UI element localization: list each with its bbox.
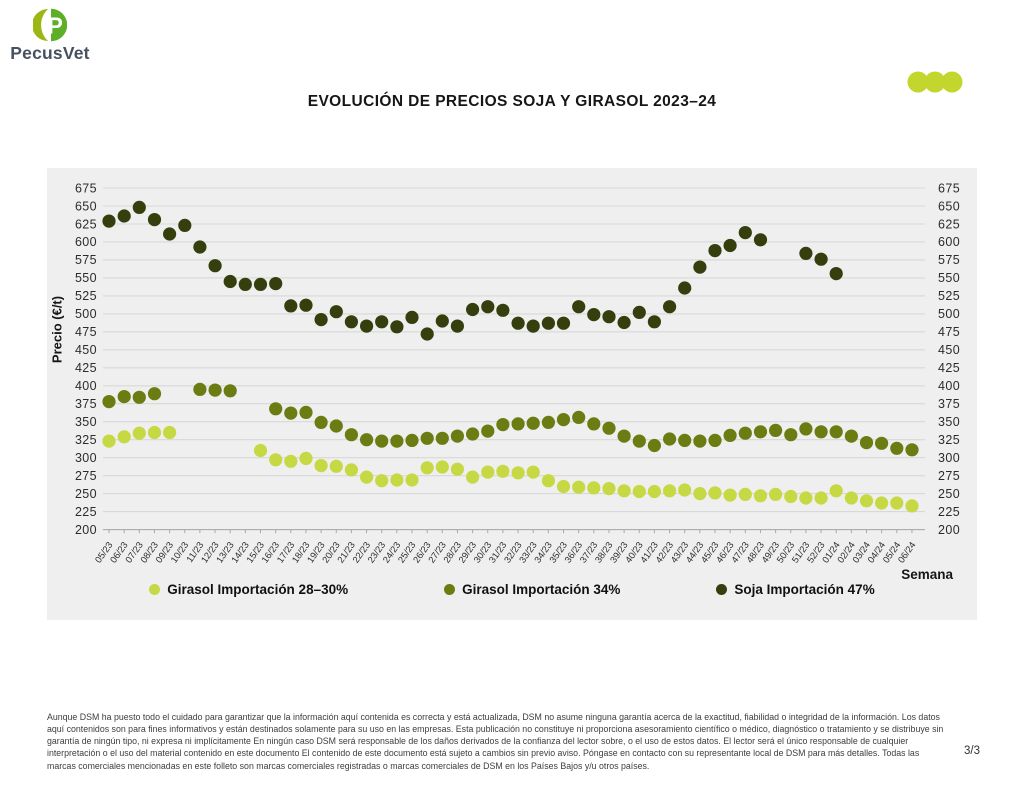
svg-text:425: 425 — [75, 361, 97, 375]
svg-text:375: 375 — [938, 397, 960, 411]
svg-text:350: 350 — [938, 415, 960, 429]
svg-text:650: 650 — [938, 199, 960, 213]
chart-legend: Girasol Importación 28–30% Girasol Import… — [47, 582, 977, 597]
svg-text:525: 525 — [938, 289, 960, 303]
svg-text:575: 575 — [938, 253, 960, 267]
svg-text:500: 500 — [75, 307, 97, 321]
svg-text:375: 375 — [75, 397, 97, 411]
svg-text:350: 350 — [75, 415, 97, 429]
svg-text:300: 300 — [938, 451, 960, 465]
svg-text:400: 400 — [75, 379, 97, 393]
svg-text:650: 650 — [75, 199, 97, 213]
svg-text:600: 600 — [75, 235, 97, 249]
svg-text:200: 200 — [75, 523, 97, 537]
svg-text:600: 600 — [938, 235, 960, 249]
svg-text:400: 400 — [938, 379, 960, 393]
svg-text:675: 675 — [938, 181, 960, 195]
svg-text:275: 275 — [938, 469, 960, 483]
svg-text:550: 550 — [75, 271, 97, 285]
legend-dot-icon — [444, 584, 456, 595]
pecusvet-logo: P PecusVet — [7, 8, 93, 64]
legend-item: Girasol Importación 28–30% — [149, 582, 348, 597]
price-chart-panel: 675 675 650 650 625 625 600 600 575 575 550 550 525 5… — [47, 168, 977, 620]
svg-text:475: 475 — [938, 325, 960, 339]
svg-text:625: 625 — [75, 217, 97, 231]
svg-text:450: 450 — [938, 343, 960, 357]
svg-text:575: 575 — [75, 253, 97, 267]
disclaimer-text: Aunque DSM ha puesto todo el cuidado par… — [47, 712, 944, 771]
pecusvet-logo-icon: P — [33, 8, 67, 42]
svg-text:325: 325 — [938, 433, 960, 447]
legend-dot-icon — [716, 584, 728, 595]
svg-text:275: 275 — [75, 469, 97, 483]
x-axis-title: Semana — [901, 567, 953, 582]
svg-text:550: 550 — [938, 271, 960, 285]
y-axis-title: Precio (€/t) — [49, 295, 65, 364]
svg-text:225: 225 — [938, 505, 960, 519]
price-scatter-plot: 675 675 650 650 625 625 600 600 575 575 550 550 525 5… — [75, 181, 960, 565]
svg-text:325: 325 — [75, 433, 97, 447]
svg-text:300: 300 — [75, 451, 97, 465]
svg-text:250: 250 — [938, 487, 960, 501]
svg-text:525: 525 — [75, 289, 97, 303]
legend-dot-icon — [149, 584, 161, 595]
svg-text:425: 425 — [938, 361, 960, 375]
svg-text:225: 225 — [75, 505, 97, 519]
logo-brand-text: PecusVet — [10, 43, 90, 63]
svg-text:625: 625 — [938, 217, 960, 231]
page-number: 3/3 — [964, 745, 980, 757]
legend-item: Soja Importación 47% — [716, 582, 875, 597]
page-title: EVOLUCIÓN DE PRECIOS SOJA Y GIRASOL 2023… — [307, 93, 717, 110]
svg-text:475: 475 — [75, 325, 97, 339]
svg-text:200: 200 — [938, 523, 960, 537]
svg-text:675: 675 — [75, 181, 97, 195]
svg-text:250: 250 — [75, 487, 97, 501]
svg-text:P: P — [48, 13, 63, 39]
svg-text:450: 450 — [75, 343, 97, 357]
legend-item: Girasol Importación 34% — [444, 582, 620, 597]
three-dots-icon — [907, 71, 963, 93]
svg-text:500: 500 — [938, 307, 960, 321]
